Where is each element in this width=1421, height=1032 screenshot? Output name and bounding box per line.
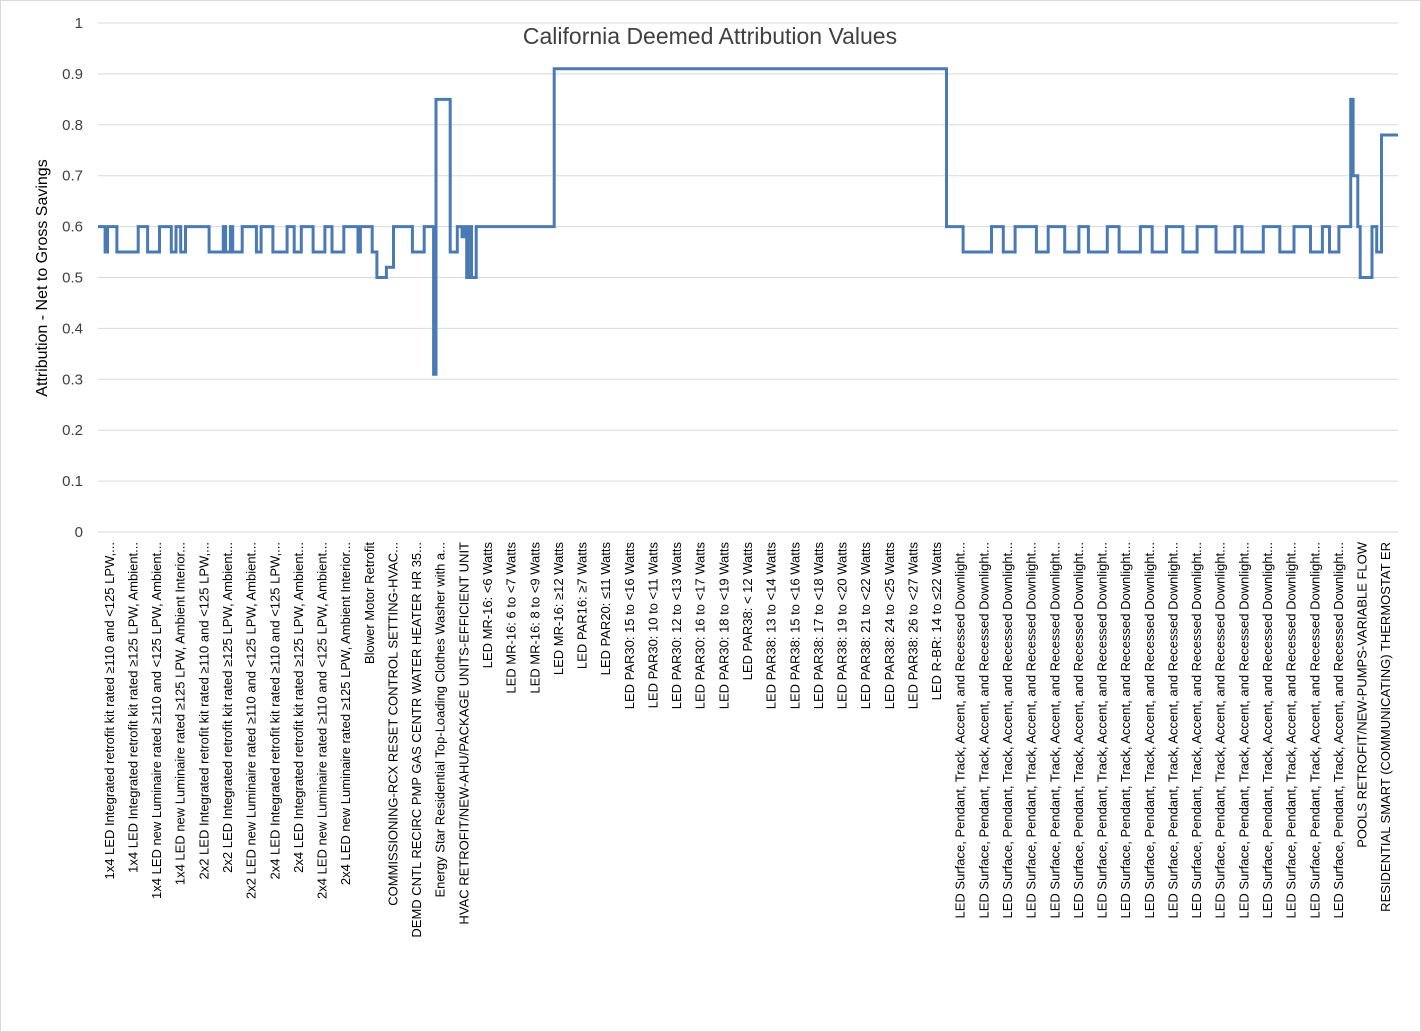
- x-category-label: 1x4 LED new Luminaire rated ≥125 LPW, Am…: [173, 542, 188, 885]
- x-category-label: LED PAR30: 16 to <17 Watts: [693, 542, 708, 710]
- x-category-labels: 1x4 LED Integrated retrofit kit rated ≥1…: [102, 541, 1393, 937]
- y-tick-labels: 0 0.1 0.2 0.3 0.4 0.5 0.6 0.7 0.8 0.9 1: [62, 15, 83, 541]
- x-category-label: 2x4 LED new Luminaire rated ≥110 and <12…: [315, 542, 330, 899]
- x-category-label: LED MR-16: 8 to <9 Watts: [527, 542, 542, 694]
- x-category-label: LED MR-16: <6 Watts: [480, 542, 495, 669]
- x-category-label: Energy Star Residential Top-Loading Clot…: [433, 542, 448, 898]
- x-category-label: LED Surface, Pendant, Track, Accent, and…: [1071, 542, 1086, 918]
- x-category-label: LED Surface, Pendant, Track, Accent, and…: [1095, 542, 1110, 918]
- x-category-label: 2x2 LED Integrated retrofit kit rated ≥1…: [220, 542, 235, 873]
- x-category-label: DEMD CNTL RECIRC PMP GAS CENTR WATER HEA…: [409, 542, 424, 938]
- x-category-label: LED PAR30: 15 to <16 Watts: [622, 542, 637, 710]
- y-tick-label: 0.6: [62, 219, 83, 236]
- x-category-label: LED PAR30: 10 to <11 Watts: [646, 542, 661, 709]
- x-category-label: LED Surface, Pendant, Track, Accent, and…: [1118, 542, 1133, 918]
- x-category-label: COMMISSIONING-RCX RESET CONTROL SETTING-…: [386, 542, 401, 906]
- x-category-label: LED Surface, Pendant, Track, Accent, and…: [1166, 542, 1181, 918]
- x-category-label: LED PAR16: ≥7 Watts: [575, 542, 590, 670]
- x-category-label: LED PAR38: 24 to <25 Watts: [882, 542, 897, 710]
- y-tick-label: 0.4: [62, 320, 83, 337]
- x-category-label: POOLS RETROFIT/NEW-PUMPS-VARIABLE FLOW: [1355, 541, 1370, 848]
- x-category-label: LED PAR38: 13 to <14 Watts: [764, 542, 779, 710]
- x-category-label: LED Surface, Pendant, Track, Accent, and…: [1260, 542, 1275, 918]
- x-category-label: LED Surface, Pendant, Track, Accent, and…: [1189, 542, 1204, 918]
- x-category-label: RESIDENTIAL SMART (COMMUNICATING) THERMO…: [1378, 542, 1393, 912]
- x-category-label: 1x4 LED Integrated retrofit kit rated ≥1…: [102, 542, 117, 880]
- x-category-label: Blower Motor Retrofit: [362, 542, 377, 664]
- x-category-label: LED PAR38: 15 to <16 Watts: [787, 542, 802, 710]
- y-tick-label: 1: [75, 15, 83, 32]
- x-category-label: LED Surface, Pendant, Track, Accent, and…: [1000, 542, 1015, 918]
- x-category-label: LED Surface, Pendant, Track, Accent, and…: [1284, 542, 1299, 918]
- y-tick-label: 0.2: [62, 422, 83, 439]
- grid-lines: [98, 22, 1398, 533]
- x-category-label: LED Surface, Pendant, Track, Accent, and…: [1236, 542, 1251, 918]
- x-category-label: LED PAR38: 21 to <22 Watts: [858, 542, 873, 710]
- x-category-label: 2x4 LED Integrated retrofit kit rated ≥1…: [267, 542, 282, 880]
- x-category-label: LED MR-16: ≥12 Watts: [551, 542, 566, 676]
- x-category-label: LED PAR38: < 12 Watts: [740, 542, 755, 681]
- x-category-label: LED Surface, Pendant, Track, Accent, and…: [1331, 542, 1346, 918]
- x-category-label: LED Surface, Pendant, Track, Accent, and…: [1024, 542, 1039, 918]
- x-category-label: 2x2 LED Integrated retrofit kit rated ≥1…: [196, 542, 211, 880]
- x-category-label: LED MR-16: 6 to <7 Watts: [504, 542, 519, 694]
- x-category-label: 2x4 LED Integrated retrofit kit rated ≥1…: [291, 542, 306, 873]
- x-category-label: 1x4 LED Integrated retrofit kit rated ≥1…: [126, 542, 141, 873]
- x-category-label: LED PAR38: 26 to <27 Watts: [906, 542, 921, 710]
- x-category-label: LED R-BR: 14 to ≤22 Watts: [929, 542, 944, 701]
- x-category-label: LED PAR38: 17 to <18 Watts: [811, 542, 826, 710]
- y-tick-label: 0.3: [62, 371, 83, 388]
- series-line: [98, 67, 1398, 376]
- chart-title: California Deemed Attribution Values: [523, 23, 897, 49]
- y-tick-label: 0.1: [62, 473, 83, 490]
- x-category-label: LED Surface, Pendant, Track, Accent, and…: [953, 542, 968, 918]
- y-tick-label: 0.5: [62, 270, 83, 287]
- x-category-label: LED PAR30: 18 to <19 Watts: [716, 542, 731, 710]
- x-category-label: LED PAR30: 12 to <13 Watts: [669, 542, 684, 710]
- series-group: [98, 67, 1398, 376]
- x-category-label: 2x4 LED new Luminaire rated ≥125 LPW, Am…: [338, 542, 353, 885]
- x-category-label: HVAC RETROFIT/NEW-AHU/PACKAGE UNITS-EFFI…: [456, 542, 471, 925]
- x-category-label: LED Surface, Pendant, Track, Accent, and…: [1213, 542, 1228, 918]
- y-tick-label: 0: [75, 524, 83, 541]
- x-category-label: LED Surface, Pendant, Track, Accent, and…: [1307, 542, 1322, 918]
- y-tick-label: 0.8: [62, 117, 83, 134]
- y-tick-label: 0.9: [62, 66, 83, 83]
- x-category-label: 2x2 LED new Luminaire rated ≥110 and <12…: [244, 542, 259, 899]
- x-category-label: 1x4 LED new Luminaire rated ≥110 and <12…: [149, 542, 164, 899]
- x-category-label: LED Surface, Pendant, Track, Accent, and…: [976, 542, 991, 918]
- y-tick-label: 0.7: [62, 168, 83, 185]
- x-category-label: LED Surface, Pendant, Track, Accent, and…: [1142, 542, 1157, 918]
- x-category-label: LED PAR20: ≤11 Watts: [598, 542, 613, 676]
- x-category-label: LED PAR38: 19 to <20 Watts: [835, 542, 850, 710]
- x-category-label: LED Surface, Pendant, Track, Accent, and…: [1047, 542, 1062, 918]
- y-axis-title: Attribution - Net to Gross Savings: [34, 159, 51, 396]
